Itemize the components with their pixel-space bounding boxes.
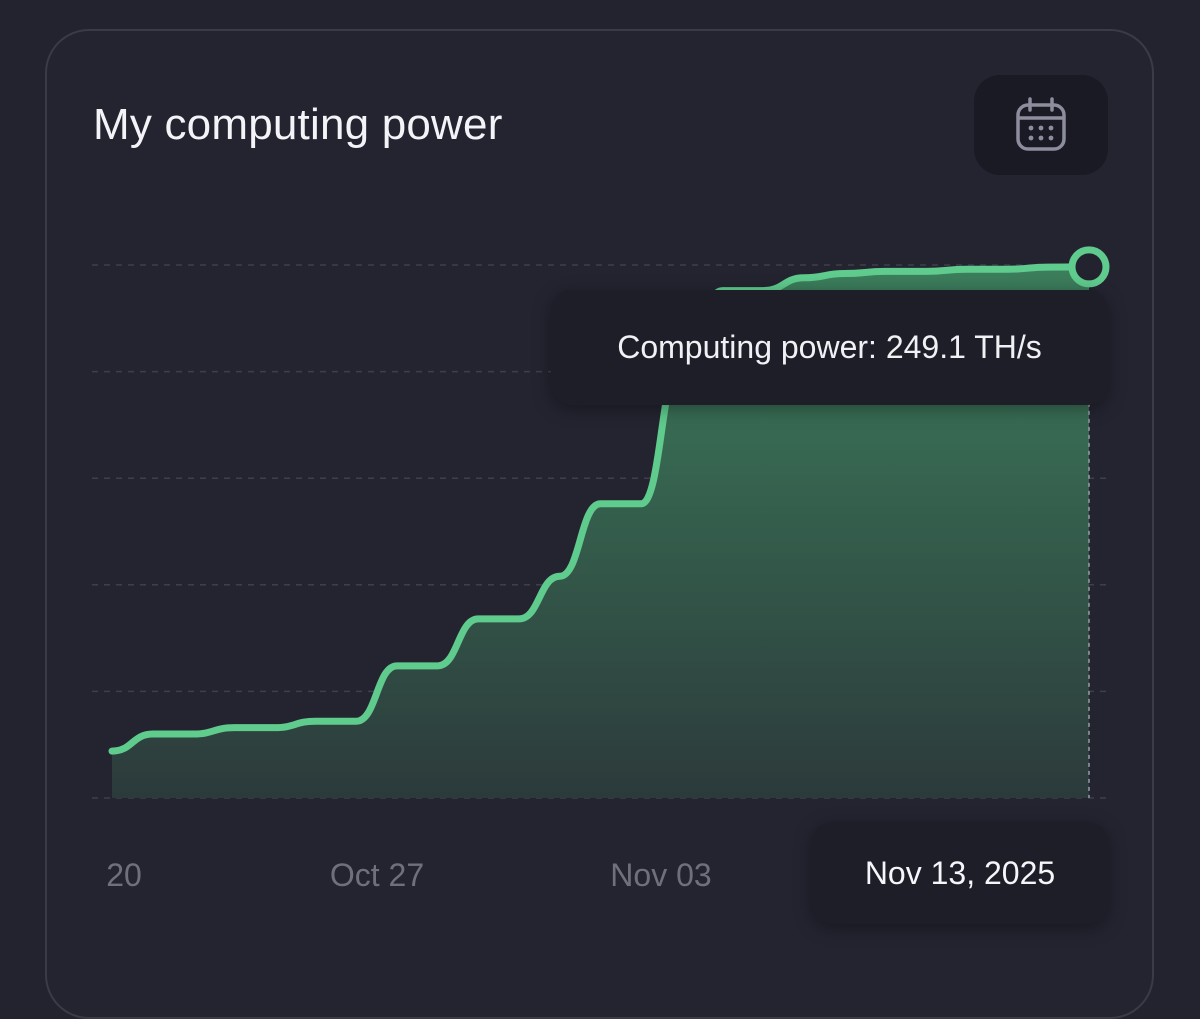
highlighted-point[interactable] bbox=[1068, 246, 1110, 288]
series-line-computing-power bbox=[108, 263, 1093, 755]
x-tick-label: 20 bbox=[106, 857, 142, 893]
calendar-button[interactable] bbox=[974, 75, 1108, 175]
page-title: My computing power bbox=[93, 100, 503, 149]
x-tick-label: Nov 03 bbox=[610, 857, 711, 893]
calendar-icon bbox=[1016, 97, 1066, 151]
x-tick-label: Oct 27 bbox=[330, 857, 424, 893]
selected-date-badge: Nov 13, 2025 bbox=[812, 822, 1108, 924]
value-tooltip: Computing power: 249.1 TH/s bbox=[551, 290, 1108, 405]
